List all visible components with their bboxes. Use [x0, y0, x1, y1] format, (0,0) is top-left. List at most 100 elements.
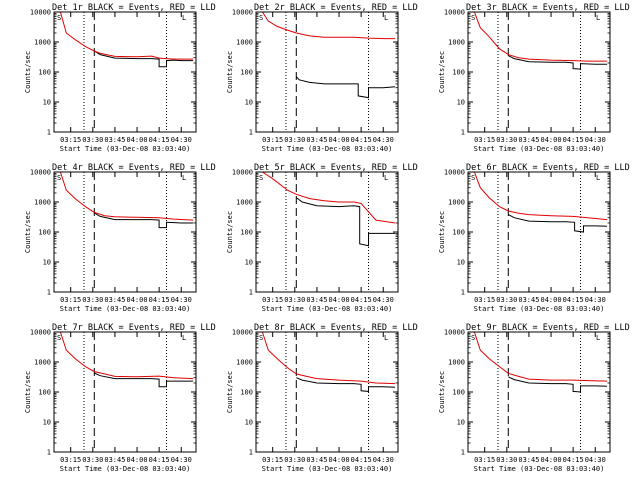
lld-series-line	[262, 171, 396, 224]
x-tick-label: 03:15	[262, 456, 283, 464]
x-tick-label: 03:30	[496, 136, 517, 144]
panel-title: Det 5r BLACK = Events, RED = LLD	[254, 163, 418, 173]
x-tick-label: 04:00	[540, 136, 561, 144]
events-series-line	[508, 376, 608, 393]
x-axis-label: Start Time (03-Dec-08 03:03:40)	[262, 305, 393, 313]
panel-title: Det 6r BLACK = Events, RED = LLD	[466, 163, 630, 173]
x-tick-label: 04:15	[563, 456, 584, 464]
y-tick-label: 1	[249, 129, 253, 137]
y-tick-label: 10	[43, 99, 51, 107]
events-series-line	[296, 197, 396, 247]
x-tick-label: 03:45	[306, 296, 327, 304]
y-axis-label: Counts/sec	[24, 371, 32, 413]
plot-frame	[53, 11, 197, 133]
y-axis-label: Counts/sec	[226, 51, 234, 93]
corner-mark-s: S	[57, 174, 61, 182]
y-tick-label: 100	[240, 389, 253, 397]
y-tick-label: 100	[452, 389, 465, 397]
panel-title: Det 3r BLACK = Events, RED = LLD	[466, 3, 630, 13]
y-tick-label: 1	[249, 449, 253, 457]
x-axis-label: Start Time (03-Dec-08 03:03:40)	[262, 145, 393, 153]
x-tick-label: 03:45	[104, 136, 125, 144]
x-tick-label: 04:30	[171, 296, 192, 304]
x-axis-label: Start Time (03-Dec-08 03:03:40)	[262, 465, 393, 473]
y-tick-label: 1000	[34, 359, 51, 367]
y-axis-label: Counts/sec	[24, 51, 32, 93]
panel-title: Det 1r BLACK = Events, RED = LLD	[52, 3, 216, 13]
lld-series-line	[261, 11, 396, 40]
lld-series-line	[59, 331, 194, 380]
corner-mark-l: L	[384, 174, 388, 182]
events-series-line	[508, 214, 608, 233]
corner-mark-l: L	[596, 334, 600, 342]
y-tick-label: 10000	[232, 169, 253, 177]
x-tick-label: 03:15	[262, 136, 283, 144]
corner-mark-s: S	[259, 14, 263, 22]
corner-mark-l: L	[182, 14, 186, 22]
lld-series-line	[473, 11, 608, 62]
events-series-line	[296, 377, 396, 392]
plot-frame	[255, 171, 399, 293]
x-axis-label: Start Time (03-Dec-08 03:03:40)	[474, 465, 605, 473]
y-tick-label: 10	[245, 259, 253, 267]
x-tick-label: 04:00	[540, 456, 561, 464]
y-tick-label: 10000	[444, 169, 465, 177]
corner-mark-s: S	[471, 174, 475, 182]
x-tick-label: 03:15	[474, 296, 495, 304]
x-tick-label: 03:45	[104, 456, 125, 464]
lld-series-line	[59, 11, 194, 60]
y-tick-label: 10	[457, 99, 465, 107]
x-tick-label: 04:00	[328, 136, 349, 144]
y-tick-label: 10000	[444, 9, 465, 17]
x-tick-label: 03:45	[306, 136, 327, 144]
y-tick-label: 100	[452, 69, 465, 77]
x-tick-label: 04:00	[540, 296, 561, 304]
x-tick-label: 04:15	[351, 136, 372, 144]
corner-mark-s: S	[259, 174, 263, 182]
x-axis-label: Start Time (03-Dec-08 03:03:40)	[474, 145, 605, 153]
y-tick-label: 1	[461, 289, 465, 297]
plot-frame	[467, 171, 611, 293]
plot-frame	[53, 331, 197, 453]
y-tick-label: 10	[457, 419, 465, 427]
corner-mark-l: L	[384, 14, 388, 22]
y-tick-label: 10	[43, 419, 51, 427]
y-tick-label: 1	[47, 289, 51, 297]
y-tick-label: 100	[240, 69, 253, 77]
corner-mark-s: S	[57, 334, 61, 342]
x-tick-label: 04:15	[563, 296, 584, 304]
x-tick-label: 03:45	[518, 136, 539, 144]
y-tick-label: 10000	[30, 169, 51, 177]
x-tick-label: 04:15	[351, 296, 372, 304]
x-tick-label: 03:15	[60, 296, 81, 304]
panel-title: Det 8r BLACK = Events, RED = LLD	[254, 323, 418, 333]
y-tick-label: 1000	[448, 359, 465, 367]
y-tick-label: 10000	[30, 9, 51, 17]
x-tick-label: 03:45	[518, 296, 539, 304]
y-tick-label: 1000	[448, 199, 465, 207]
x-tick-label: 04:30	[585, 456, 606, 464]
x-tick-label: 03:15	[474, 456, 495, 464]
y-axis-label: Counts/sec	[438, 51, 446, 93]
y-tick-label: 1	[249, 289, 253, 297]
corner-mark-l: L	[596, 14, 600, 22]
x-axis-label: Start Time (03-Dec-08 03:03:40)	[60, 145, 191, 153]
x-tick-label: 04:15	[149, 136, 170, 144]
x-tick-label: 04:30	[171, 456, 192, 464]
lld-series-line	[261, 331, 396, 385]
y-tick-label: 10000	[30, 329, 51, 337]
panel-title: Det 4r BLACK = Events, RED = LLD	[52, 163, 216, 173]
y-tick-label: 10	[457, 259, 465, 267]
x-tick-label: 03:45	[518, 456, 539, 464]
x-tick-label: 03:30	[82, 456, 103, 464]
x-tick-label: 04:00	[126, 136, 147, 144]
x-tick-label: 04:00	[126, 456, 147, 464]
y-tick-label: 100	[240, 229, 253, 237]
x-tick-label: 03:30	[82, 296, 103, 304]
